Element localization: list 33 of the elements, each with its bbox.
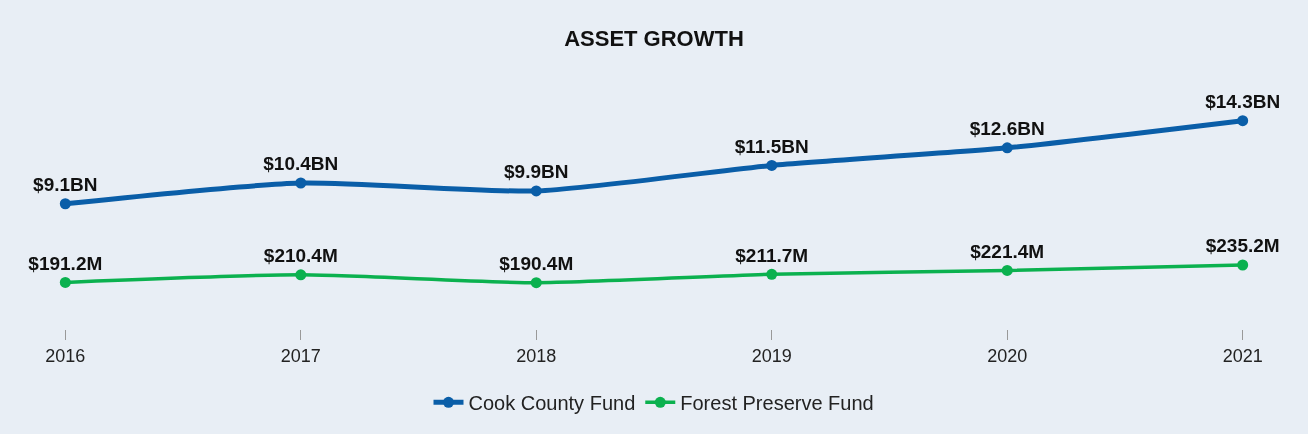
point	[766, 268, 778, 280]
x-tick-label: 2016	[45, 345, 86, 366]
data-label: $235.2M	[1205, 235, 1280, 257]
x-tick-label: 2020	[987, 345, 1028, 366]
data-label: $190.4M	[499, 253, 574, 275]
point	[1237, 259, 1249, 271]
data-label: $12.6BN	[969, 118, 1045, 140]
point	[1001, 142, 1013, 154]
point	[1237, 115, 1249, 127]
point	[295, 177, 307, 189]
x-tick-label: 2017	[280, 345, 321, 366]
legend-label: Forest Preserve Fund	[680, 392, 874, 415]
legend-label: Cook County Fund	[468, 392, 636, 415]
point	[59, 198, 71, 210]
data-label: $10.4BN	[263, 153, 339, 175]
data-label: $210.4M	[263, 245, 338, 267]
data-label: $9.9BN	[504, 161, 569, 183]
x-tick-label: 2021	[1222, 345, 1263, 366]
point	[530, 277, 542, 289]
data-label: $9.1BN	[33, 174, 98, 196]
data-label: $191.2M	[28, 252, 103, 274]
x-tick-label: 2018	[516, 345, 557, 366]
chart-title: ASSET GROWTH	[564, 25, 744, 51]
point	[766, 159, 778, 171]
data-label: $11.5BN	[734, 135, 809, 157]
data-label: $211.7M	[735, 244, 809, 266]
x-tick-label: 2019	[751, 345, 792, 366]
point	[295, 269, 307, 281]
data-label: $14.3BN	[1205, 91, 1281, 113]
data-label: $221.4M	[970, 240, 1045, 262]
point	[530, 185, 542, 197]
point	[59, 276, 71, 288]
point	[1001, 264, 1013, 276]
